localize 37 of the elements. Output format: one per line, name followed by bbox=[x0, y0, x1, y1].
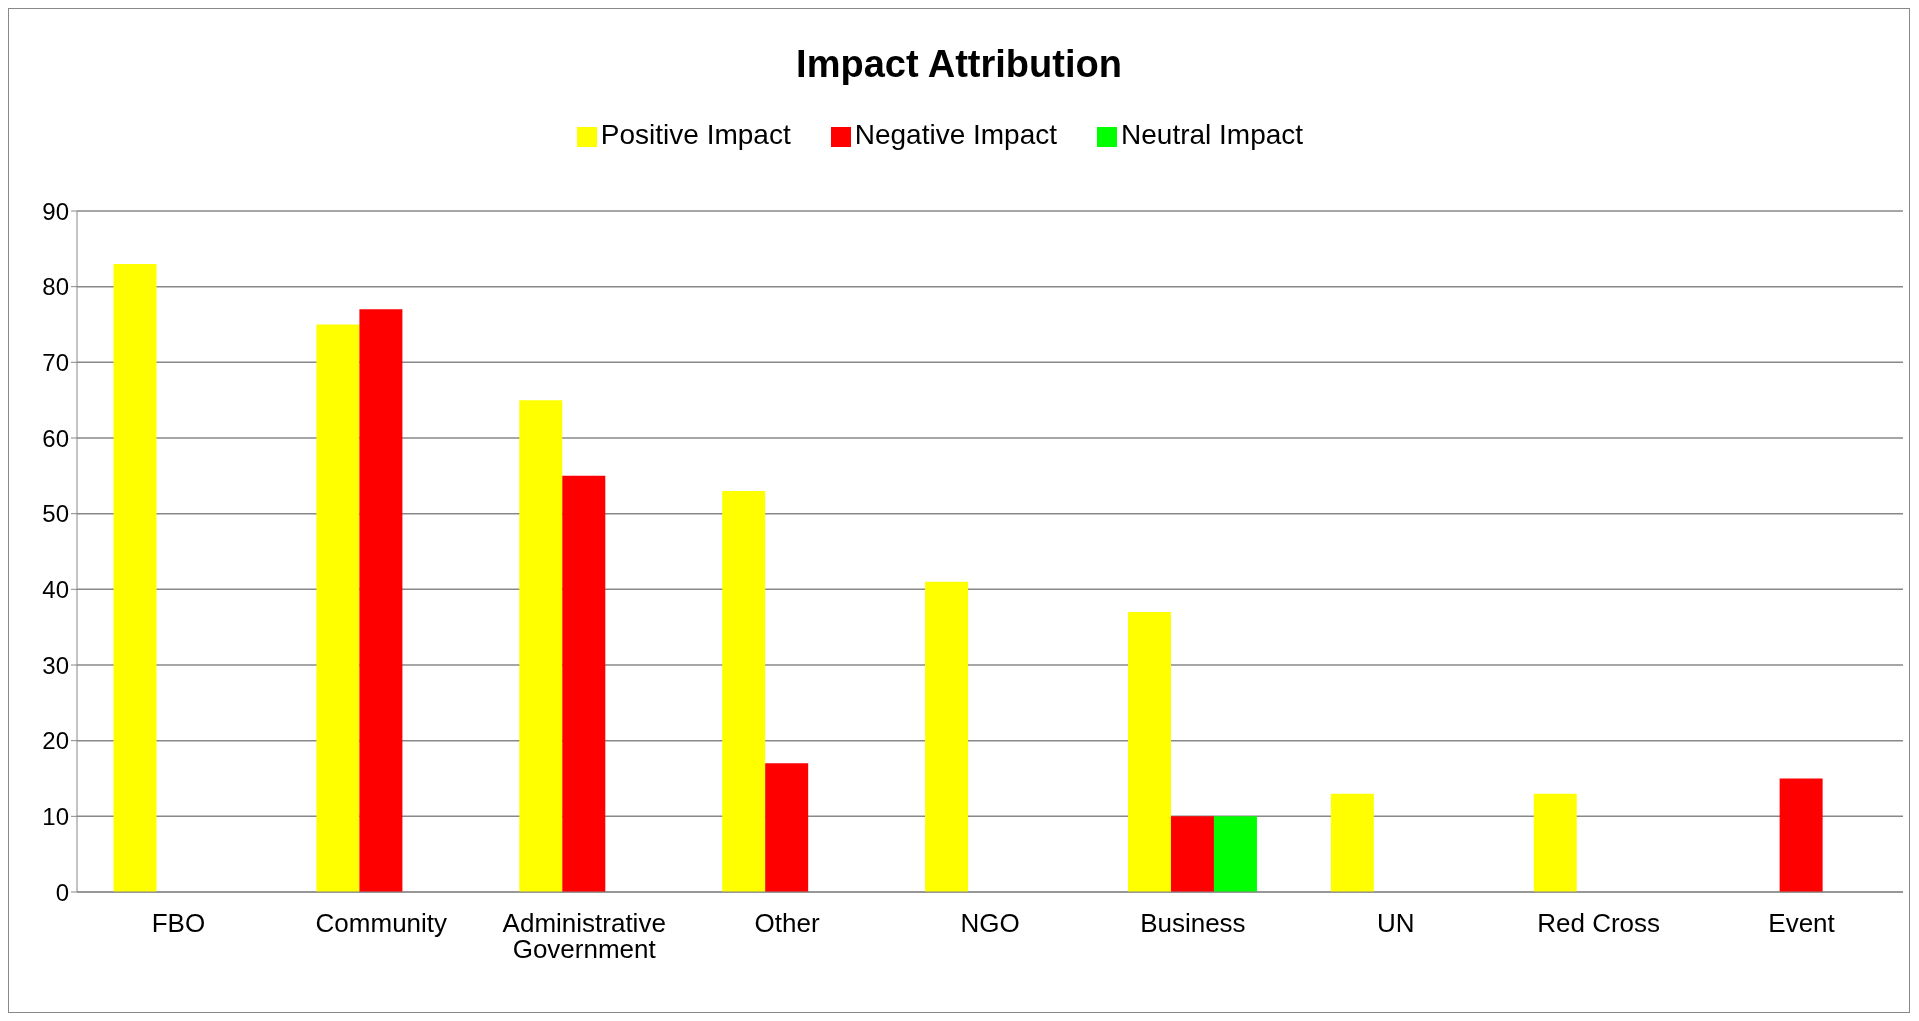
x-tick-label: Administrative Government bbox=[502, 908, 666, 965]
bar bbox=[562, 475, 606, 892]
x-tick-label: UN bbox=[1377, 908, 1415, 939]
x-tick-label: Red Cross bbox=[1537, 908, 1661, 939]
bar bbox=[1330, 793, 1374, 892]
y-tick-label: 50 bbox=[42, 500, 69, 528]
bar bbox=[113, 263, 157, 892]
y-tick-label: 10 bbox=[42, 802, 69, 830]
y-tick-label: 30 bbox=[42, 651, 69, 679]
y-tick-label: 0 bbox=[55, 878, 69, 906]
bar bbox=[925, 581, 969, 892]
chart-title: Impact Attribution bbox=[795, 43, 1123, 86]
bar bbox=[1779, 778, 1823, 892]
bar bbox=[765, 763, 809, 892]
x-tick-label: Business bbox=[1140, 908, 1246, 939]
y-tick-label: 60 bbox=[42, 424, 69, 452]
y-tick-label: 40 bbox=[42, 575, 69, 603]
bar bbox=[1533, 793, 1577, 892]
bar bbox=[1127, 612, 1171, 892]
legend-label: Negative Impact bbox=[854, 119, 1058, 150]
bar bbox=[722, 490, 766, 892]
y-tick-label: 80 bbox=[42, 273, 69, 301]
bar bbox=[1213, 816, 1257, 892]
x-tick-label: Event bbox=[1768, 908, 1836, 939]
x-tick-label: Community bbox=[315, 908, 448, 939]
x-tick-label: NGO bbox=[960, 908, 1020, 939]
x-tick-label: Other bbox=[754, 908, 820, 939]
bar bbox=[1170, 816, 1214, 892]
bar bbox=[359, 309, 403, 892]
x-tick-label: FBO bbox=[151, 908, 206, 939]
bar bbox=[316, 324, 360, 892]
bar bbox=[519, 400, 563, 892]
legend-label: Positive Impact bbox=[600, 119, 791, 150]
legend-label: Neutral Impact bbox=[1121, 119, 1304, 150]
y-tick-label: 90 bbox=[42, 197, 69, 225]
y-tick-label: 20 bbox=[42, 727, 69, 755]
y-tick-label: 70 bbox=[42, 348, 69, 376]
